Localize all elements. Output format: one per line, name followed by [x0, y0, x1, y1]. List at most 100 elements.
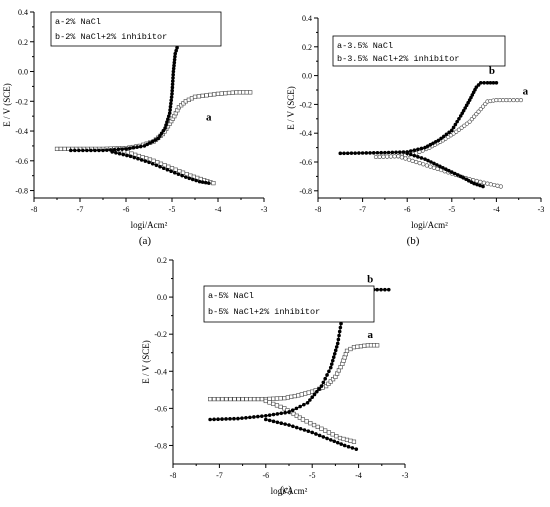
data-point [271, 419, 276, 424]
panel-label: (b) [407, 235, 420, 247]
x-tick-label: -3 [538, 205, 545, 214]
data-point [230, 90, 235, 95]
data-point [310, 430, 315, 435]
data-point [143, 159, 148, 163]
data-point [410, 158, 415, 163]
x-tick-label: -3 [402, 471, 409, 480]
x-tick-label: -7 [77, 205, 84, 214]
data-point [298, 426, 303, 431]
data-point [169, 98, 174, 103]
data-point [145, 142, 149, 147]
data-point [212, 92, 217, 97]
data-point [282, 396, 287, 401]
chart-panel-b: -8 -7 -6 -5 -4 -3 -0.8 -0.6 -0.4 -0.2 0.0 0.2 0.4 log… [286, 14, 544, 247]
data-point [279, 421, 284, 426]
data-point [498, 184, 503, 189]
data-point [259, 396, 265, 402]
data-point [224, 417, 228, 421]
data-point [469, 180, 474, 184]
data-point [283, 410, 287, 415]
data-point [436, 138, 441, 143]
data-point [283, 422, 287, 426]
y-tick-label: 0.0 [302, 72, 312, 81]
curve-label-b: b [489, 65, 495, 77]
legend: a-2% NaCl b-2% NaCl+2% inhibitor [50, 11, 222, 47]
data-point [200, 93, 205, 98]
data-point [324, 384, 329, 389]
data-point [355, 344, 360, 349]
data-point [488, 182, 493, 187]
data-point [248, 90, 253, 95]
x-tick-label: -5 [448, 205, 455, 214]
data-point [252, 415, 256, 419]
data-point [377, 154, 382, 159]
data-point [360, 151, 365, 155]
data-point [438, 164, 442, 169]
data-point [453, 122, 458, 127]
data-point [267, 413, 272, 417]
data-point [124, 147, 128, 151]
data-point [491, 81, 496, 85]
data-point [481, 180, 487, 185]
data-point [348, 438, 353, 443]
data-point [180, 173, 184, 178]
x-tick-label: -6 [262, 471, 269, 480]
data-point [165, 167, 170, 172]
y-axis-label: E / V (SCE) [2, 83, 12, 126]
data-point [73, 148, 77, 153]
x-tick-label: -5 [169, 205, 176, 214]
data-point [156, 136, 160, 141]
data-point [328, 438, 333, 442]
data-point [212, 417, 216, 422]
data-point [331, 355, 336, 360]
data-point [416, 147, 420, 152]
y-tick-label: -0.6 [154, 404, 167, 413]
data-point [439, 136, 443, 141]
data-point [333, 348, 338, 353]
legend-entry: a-3.5% NaCl [337, 41, 393, 51]
data-point [335, 341, 340, 346]
data-point [241, 90, 246, 95]
legend: a-5% NaCl b-5% NaCl+2% inhibitor [203, 285, 375, 323]
curve-label-a: a [367, 329, 373, 341]
data-point [373, 154, 379, 160]
data-point [54, 146, 60, 151]
data-point [450, 170, 454, 174]
data-point [171, 72, 175, 77]
data-point [314, 432, 318, 436]
data-point [478, 179, 483, 184]
data-point [433, 140, 438, 144]
data-point [128, 154, 133, 159]
data-point [375, 150, 380, 155]
data-point [147, 160, 151, 165]
data-point [274, 403, 280, 408]
data-point [444, 132, 449, 137]
data-point [338, 325, 343, 330]
data-point [174, 48, 178, 53]
data-point [296, 393, 301, 398]
data-point [321, 435, 326, 439]
data-point [515, 97, 520, 103]
series-a [54, 90, 253, 186]
x-tick-label: -6 [123, 205, 130, 214]
data-point [419, 156, 424, 160]
data-point [518, 97, 524, 103]
data-point [158, 134, 162, 138]
panel-label: (a) [139, 235, 152, 247]
data-point [275, 420, 280, 425]
data-point [170, 85, 175, 90]
data-point [328, 379, 333, 384]
data-point [97, 148, 101, 153]
data-point [482, 81, 486, 85]
data-point [289, 394, 294, 399]
y-tick-label: -0.6 [15, 157, 28, 166]
data-point [474, 85, 479, 89]
data-point [85, 148, 89, 153]
data-point [165, 120, 169, 124]
data-point [267, 400, 272, 405]
data-point [478, 183, 482, 188]
x-tick-label: -5 [309, 471, 316, 480]
data-point [345, 151, 350, 156]
x-tick-label: -4 [493, 205, 500, 214]
